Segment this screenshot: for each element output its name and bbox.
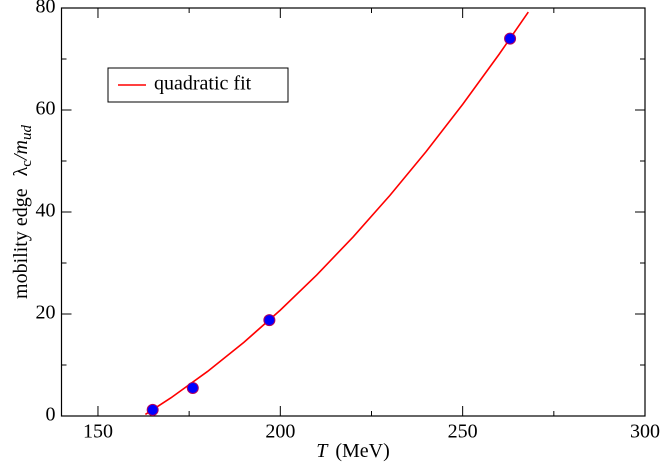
- y-label-over-sub: ud: [19, 125, 35, 141]
- y-label-symbol: λ: [10, 166, 32, 176]
- data-point: [263, 314, 276, 327]
- y-label-text: mobility edge: [10, 188, 32, 299]
- fit-line: [144, 11, 529, 416]
- x-tick-label: 150: [83, 421, 113, 443]
- y-tick-label: 60: [36, 98, 56, 120]
- data-point: [146, 403, 159, 416]
- x-label-symbol: T: [316, 440, 329, 462]
- y-label-over: /m: [10, 140, 32, 161]
- y-label-sub: c: [19, 160, 35, 167]
- data-point: [504, 32, 517, 45]
- x-label-unit: (MeV): [335, 440, 389, 462]
- data-point: [186, 381, 199, 394]
- x-axis-label: T (MeV): [316, 440, 390, 462]
- legend-label: quadratic fit: [154, 73, 252, 95]
- legend-box: [107, 67, 289, 103]
- x-tick-label: 250: [448, 421, 478, 443]
- y-tick-label: 80: [36, 0, 56, 18]
- x-tick-label: 300: [630, 421, 660, 443]
- y-tick-label: 0: [46, 404, 56, 426]
- y-tick-label: 20: [36, 302, 56, 324]
- y-axis-label: mobility edge λc/mud: [10, 125, 36, 299]
- x-tick-label: 200: [265, 421, 295, 443]
- y-tick-label: 40: [36, 200, 56, 222]
